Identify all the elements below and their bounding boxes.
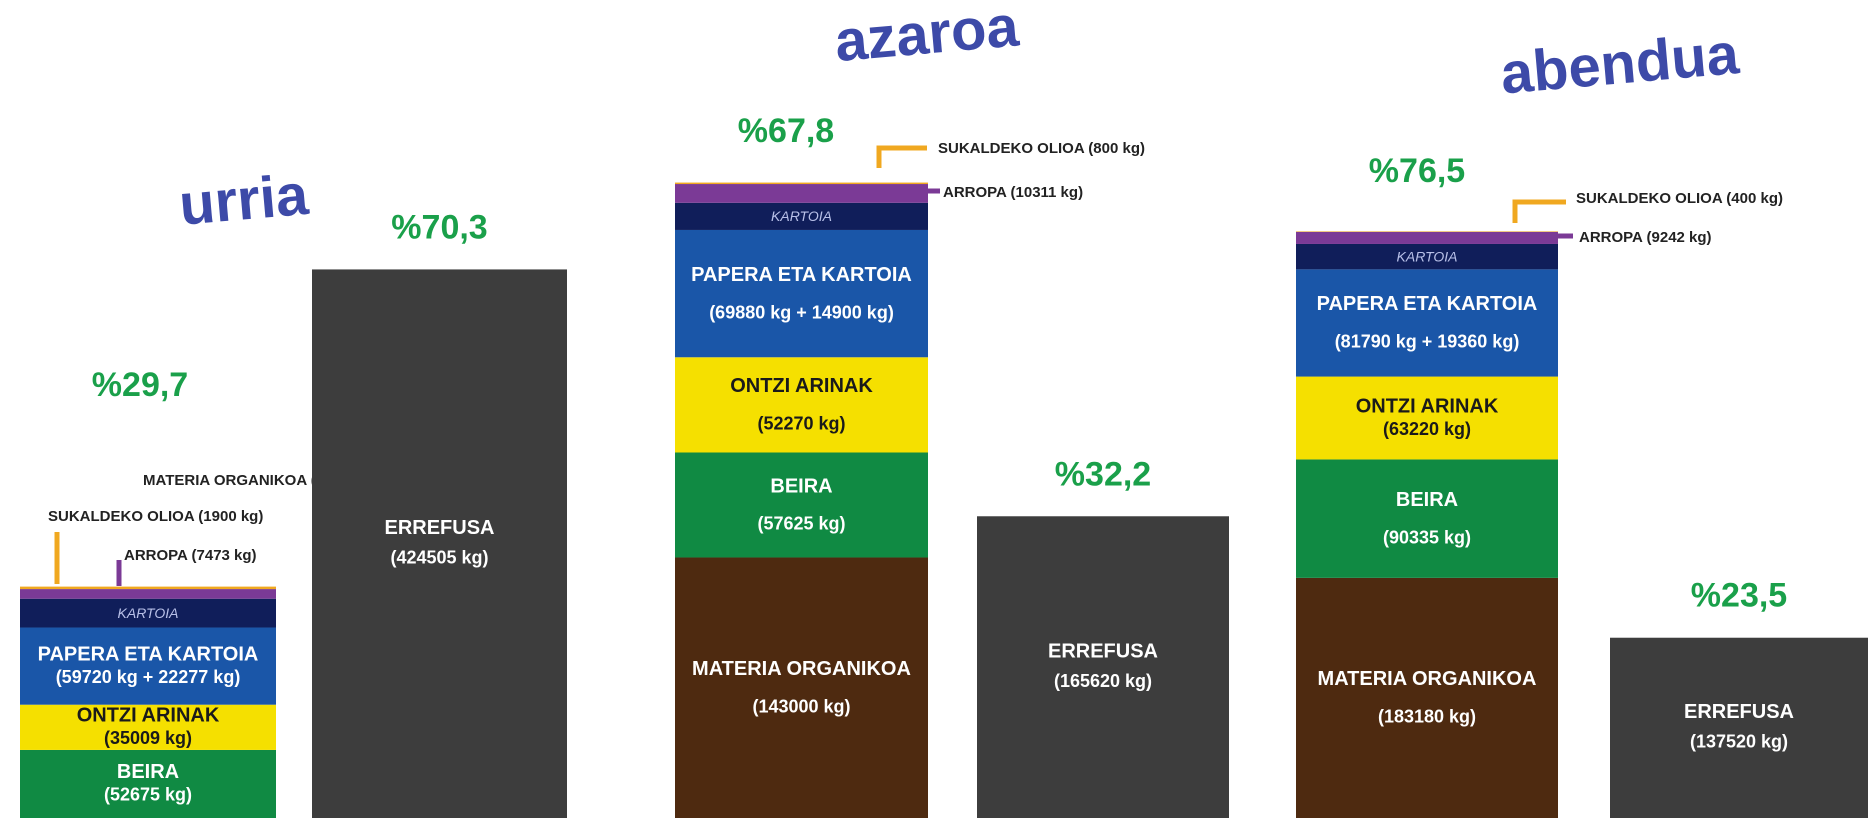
segment	[20, 598, 276, 628]
callout-label: SUKALDEKO OLIOA (400 kg)	[1576, 190, 1783, 207]
segment-name: PAPERA ETA KARTOIA	[38, 643, 259, 665]
callout-label: SUKALDEKO OLIOA (800 kg)	[938, 140, 1145, 157]
errefusa-bar	[312, 269, 567, 818]
rest-name: ERREFUSA	[1048, 640, 1158, 662]
segment-name: KARTOIA	[1397, 248, 1458, 264]
segment-name: BEIRA	[1396, 489, 1458, 511]
callout-value: (800 kg)	[1088, 140, 1145, 157]
month-title: urria	[177, 162, 312, 238]
rest-percent: %70,3	[391, 208, 487, 246]
segment-name: BEIRA	[117, 761, 179, 783]
segment-value: (57625 kg)	[757, 514, 845, 534]
callout-label: ARROPA (10311 kg)	[943, 184, 1083, 201]
callout-name: ARROPA	[124, 547, 188, 564]
segment	[675, 229, 928, 358]
rest-value: (137520 kg)	[1690, 732, 1788, 752]
segment	[1296, 243, 1558, 270]
rest-value: (165620 kg)	[1054, 671, 1152, 691]
segment-value: (52270 kg)	[757, 414, 845, 434]
stack-percent: %29,7	[92, 366, 188, 404]
segment	[1296, 577, 1558, 818]
callout-name: SUKALDEKO OLIOA	[1576, 190, 1723, 207]
segment-name: MATERIA ORGANIKOA	[1318, 668, 1537, 690]
segment	[1296, 376, 1558, 460]
stack-percent: %67,8	[738, 112, 834, 150]
segment	[1296, 269, 1558, 377]
segment	[20, 704, 276, 750]
segment-name: ONTZI ARINAK	[77, 705, 220, 727]
segment-name: ONTZI ARINAK	[1356, 395, 1499, 417]
callout-label: ARROPA (7473 kg)	[124, 547, 257, 564]
callout-label: ARROPA (9242 kg)	[1579, 229, 1712, 246]
callout-value: (400 kg)	[1726, 190, 1783, 207]
segment-value: (69880 kg + 14900 kg)	[709, 302, 894, 322]
segment	[20, 589, 276, 599]
segment	[675, 357, 928, 453]
segment-value: (81790 kg + 19360 kg)	[1335, 332, 1520, 352]
rest-percent: %23,5	[1691, 577, 1787, 615]
leader-line	[1512, 199, 1566, 223]
segment	[20, 627, 276, 705]
segment	[1296, 231, 1558, 244]
rest-value: (424505 kg)	[390, 547, 488, 567]
segment	[675, 202, 928, 230]
segment-value: (90335 kg)	[1383, 527, 1471, 547]
callout-name: SUKALDEKO OLIOA	[938, 140, 1085, 157]
rest-percent: %32,2	[1055, 455, 1151, 493]
errefusa-bar	[1610, 637, 1868, 818]
errefusa-bar	[977, 516, 1229, 818]
segment-name: PAPERA ETA KARTOIA	[1317, 293, 1538, 315]
month-title: azaroa	[832, 0, 1021, 74]
segment	[1296, 231, 1558, 232]
rest-name: ERREFUSA	[1684, 701, 1794, 723]
rest-name: ERREFUSA	[384, 517, 494, 539]
segment	[1296, 459, 1558, 578]
segment-name: BEIRA	[770, 475, 832, 497]
segment-name: ONTZI ARINAK	[730, 375, 873, 397]
segment	[20, 749, 276, 818]
segment	[675, 182, 928, 185]
callout-value: (1900 kg)	[198, 508, 263, 525]
segment-value: (183180 kg)	[1378, 707, 1476, 727]
month-title: abendua	[1498, 21, 1742, 107]
callout-value: (9242 kg)	[1647, 229, 1712, 246]
segment	[675, 452, 928, 558]
segment-value: (143000 kg)	[752, 696, 850, 716]
segment	[675, 184, 928, 203]
segment-value: (59720 kg + 22277 kg)	[56, 667, 241, 687]
segment-name: PAPERA ETA KARTOIA	[691, 264, 912, 286]
callout-label: SUKALDEKO OLIOA (1900 kg)	[48, 508, 263, 525]
callout-name: MATERIA ORGANIKOA	[143, 472, 307, 489]
segment	[675, 557, 928, 818]
segment-name: KARTOIA	[118, 605, 179, 621]
segment-name: MATERIA ORGANIKOA	[692, 658, 911, 680]
segment-value: (52675 kg)	[104, 785, 192, 805]
leader-line	[876, 145, 927, 168]
callout-name: SUKALDEKO OLIOA	[48, 508, 195, 525]
callout-value: (7473 kg)	[192, 547, 257, 564]
callout-value: (10311 kg)	[1011, 184, 1084, 201]
callout-name: ARROPA	[943, 184, 1007, 201]
segment-value: (35009 kg)	[104, 728, 192, 748]
segment	[20, 586, 276, 590]
callout-name: ARROPA	[1579, 229, 1643, 246]
segment-value: (63220 kg)	[1383, 419, 1471, 439]
stack-percent: %76,5	[1369, 152, 1465, 190]
segment-name: KARTOIA	[771, 208, 832, 224]
